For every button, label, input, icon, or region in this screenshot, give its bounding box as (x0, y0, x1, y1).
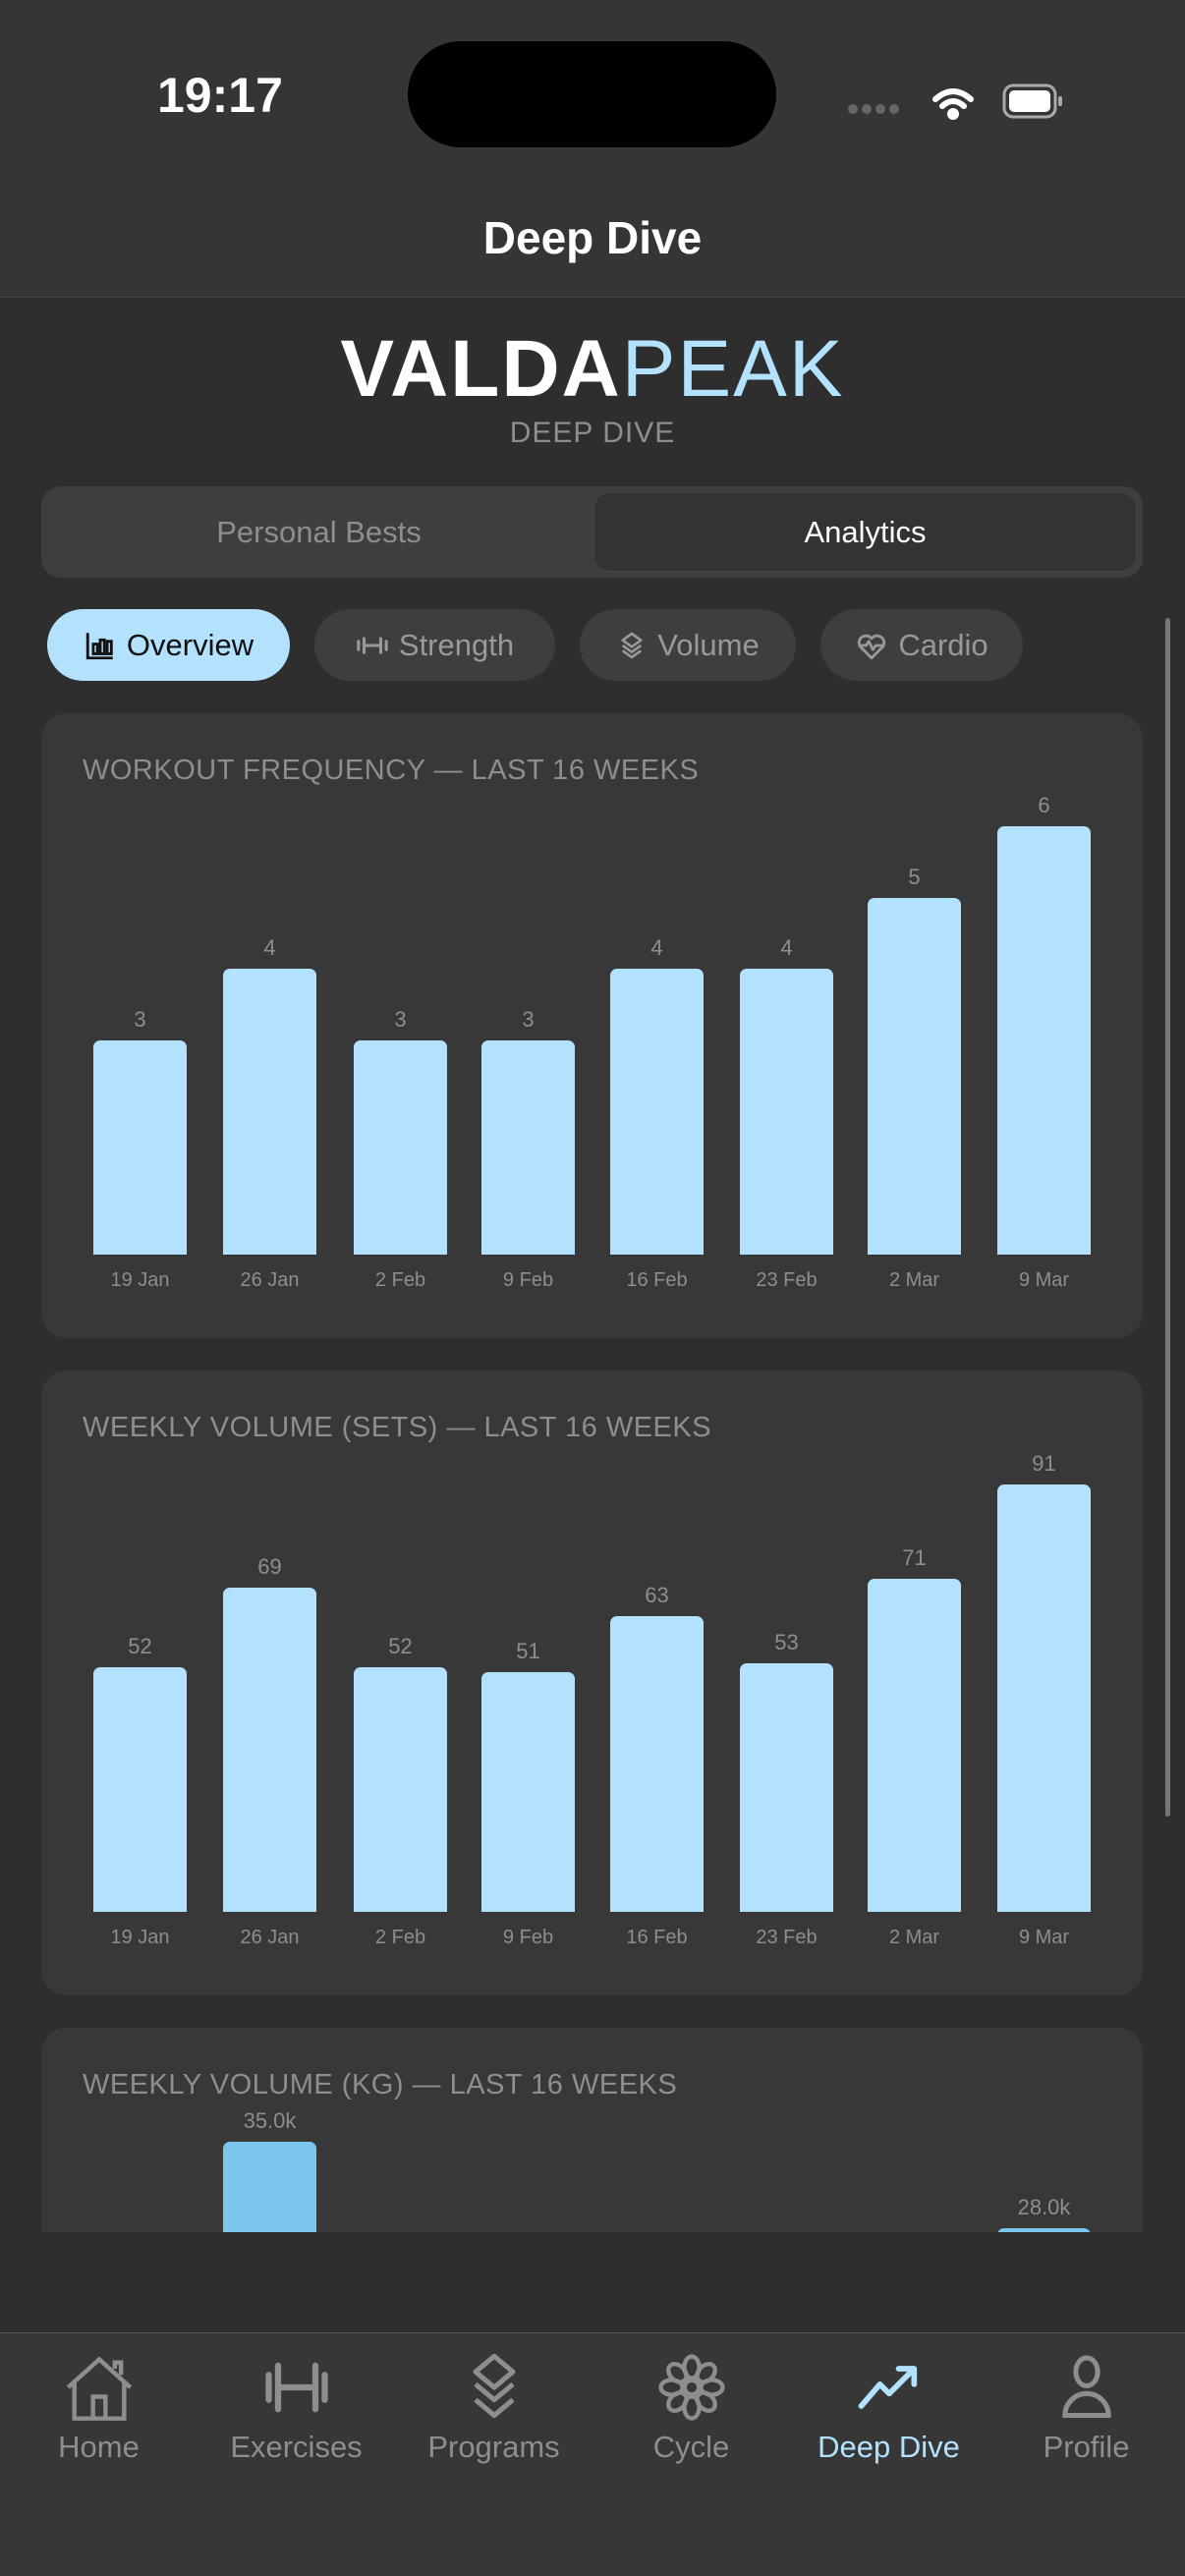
data-label: 71 (902, 1544, 927, 1570)
data-label: 51 (516, 1639, 540, 1664)
data-label: 52 (388, 1634, 413, 1659)
chart-bar (223, 1588, 316, 1912)
x-tick-label: 2 Mar (888, 1269, 940, 1291)
segment-personal-bests[interactable]: Personal Bests (216, 514, 422, 549)
data-label: 52 (128, 1634, 152, 1659)
data-label: 5 (908, 864, 921, 889)
status-time: 19:17 (157, 68, 283, 123)
chart-bar (223, 969, 316, 1255)
tab-programs[interactable]: Programs (395, 2353, 592, 2465)
data-label: 3 (134, 1007, 146, 1032)
logo: VALDAPEAK (340, 324, 845, 414)
dumbbell-icon (357, 636, 388, 654)
chart-title: WEEKLY VOLUME (SETS) — LAST 16 WEEKS (83, 1412, 712, 1443)
chart-bar (610, 969, 704, 1255)
x-tick-label: 16 Feb (626, 1269, 688, 1291)
data-label: 53 (774, 1629, 799, 1654)
tab-home[interactable]: Home (0, 2353, 198, 2465)
chart-bar (354, 1040, 447, 1255)
x-tick-label: 23 Feb (756, 1927, 818, 1948)
chart-bar (93, 1667, 187, 1912)
chart-title: WORKOUT FREQUENCY — LAST 16 WEEKS (83, 755, 700, 786)
data-label: 3 (394, 1007, 407, 1032)
x-tick-label: 2 Feb (374, 1927, 426, 1948)
battery-icon (1002, 84, 1062, 119)
bar-chart-icon (85, 632, 113, 659)
data-label: 35.0k (243, 2108, 297, 2133)
x-tick-label: 9 Mar (1018, 1927, 1070, 1948)
trending-up-icon (858, 2366, 917, 2409)
x-tick-label: 19 Jan (110, 1927, 170, 1948)
signal-icon (848, 104, 899, 114)
person-icon (1061, 2355, 1111, 2419)
flower-icon (657, 2354, 725, 2421)
x-tick-label: 2 Feb (374, 1269, 426, 1291)
dumbbell-icon (264, 2362, 328, 2413)
data-label: 4 (650, 935, 663, 961)
x-tick-label: 26 Jan (240, 1269, 300, 1291)
chart-bar (868, 1578, 961, 1912)
chart-bar (223, 2142, 316, 2232)
chart-bar (997, 826, 1091, 1255)
chart-bar (740, 1662, 833, 1912)
data-label: 4 (780, 935, 793, 961)
chip-volume[interactable]: Volume (580, 609, 796, 681)
chip-cardio[interactable]: Cardio (820, 609, 1023, 681)
chart-bar (93, 1040, 187, 1255)
tab-exercises[interactable]: Exercises (198, 2353, 395, 2465)
x-tick-label: 19 Jan (110, 1269, 170, 1291)
tab-bar: Home Exercises Programs Cycle Deep Dive … (0, 2332, 1185, 2576)
tab-profile[interactable]: Profile (988, 2353, 1185, 2465)
segment-analytics[interactable]: Analytics (593, 492, 1137, 572)
data-label: 28.0k (1017, 2195, 1071, 2219)
data-label: 4 (263, 935, 276, 961)
scrollbar[interactable] (1165, 618, 1170, 1817)
layers-icon (472, 2353, 516, 2419)
chart-bar (481, 1672, 575, 1912)
x-tick-label: 9 Feb (502, 1927, 554, 1948)
chart-bar (997, 1484, 1091, 1912)
tab-cycle[interactable]: Cycle (592, 2353, 790, 2465)
chart-bar (868, 897, 961, 1255)
data-label: 69 (257, 1554, 282, 1580)
x-tick-label: 16 Feb (626, 1927, 688, 1948)
chart-title: WEEKLY VOLUME (KG) — LAST 16 WEEKS (83, 2069, 678, 2100)
logo-subtitle: DEEP DIVE (509, 417, 676, 449)
chart-bar (740, 969, 833, 1255)
segmented-control: Personal Bests Analytics (41, 486, 1143, 578)
data-label: 63 (645, 1582, 669, 1607)
weekly-volume-kg-card: WEEKLY VOLUME (KG) — LAST 16 WEEKS 35.0k 2… (41, 2028, 1143, 2232)
status-icons (848, 84, 1062, 120)
dynamic-island (408, 41, 776, 147)
page-title: Deep Dive (482, 212, 703, 263)
home-icon (66, 2356, 132, 2421)
workout-frequency-card: WORKOUT FREQUENCY — LAST 16 WEEKS 3 19 Jan… (41, 713, 1143, 1338)
chart-bar (354, 1667, 447, 1912)
x-tick-label: 26 Jan (240, 1927, 300, 1948)
x-tick-label: 9 Mar (1018, 1269, 1070, 1291)
heart-pulse-icon (858, 634, 886, 659)
wifi-icon (932, 88, 974, 120)
chip-strength[interactable]: Strength (314, 609, 555, 681)
data-label: 3 (522, 1007, 535, 1032)
x-tick-label: 23 Feb (756, 1269, 818, 1291)
chart-bar (610, 1615, 704, 1912)
weekly-volume-sets-card: WEEKLY VOLUME (SETS) — LAST 16 WEEKS 52 19… (41, 1371, 1143, 1995)
tab-deep-dive[interactable]: Deep Dive (790, 2353, 988, 2465)
x-tick-label: 2 Mar (888, 1927, 940, 1948)
chip-overview[interactable]: Overview (47, 609, 290, 681)
data-label: 91 (1032, 1451, 1056, 1476)
chart-bar (997, 2228, 1091, 2232)
data-label: 6 (1038, 793, 1050, 817)
layers-icon (621, 632, 643, 658)
chart-bar (481, 1040, 575, 1255)
x-tick-label: 9 Feb (502, 1269, 554, 1291)
